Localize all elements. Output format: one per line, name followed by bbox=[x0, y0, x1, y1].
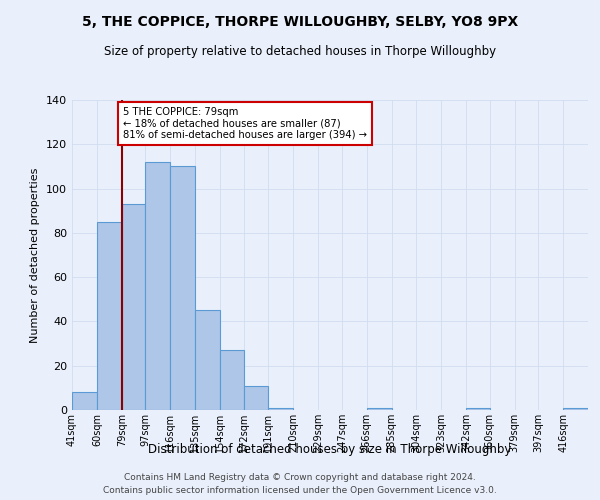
Text: 5 THE COPPICE: 79sqm
← 18% of detached houses are smaller (87)
81% of semi-detac: 5 THE COPPICE: 79sqm ← 18% of detached h… bbox=[123, 106, 367, 140]
Text: Contains HM Land Registry data © Crown copyright and database right 2024.: Contains HM Land Registry data © Crown c… bbox=[124, 472, 476, 482]
Bar bbox=[466, 408, 490, 410]
Bar bbox=[72, 392, 97, 410]
Bar bbox=[97, 222, 122, 410]
Bar bbox=[145, 162, 170, 410]
Bar bbox=[563, 408, 588, 410]
Y-axis label: Number of detached properties: Number of detached properties bbox=[31, 168, 40, 342]
Bar bbox=[244, 386, 268, 410]
Text: Distribution of detached houses by size in Thorpe Willoughby: Distribution of detached houses by size … bbox=[148, 442, 512, 456]
Bar bbox=[367, 408, 392, 410]
Text: Size of property relative to detached houses in Thorpe Willoughby: Size of property relative to detached ho… bbox=[104, 45, 496, 58]
Text: 5, THE COPPICE, THORPE WILLOUGHBY, SELBY, YO8 9PX: 5, THE COPPICE, THORPE WILLOUGHBY, SELBY… bbox=[82, 15, 518, 29]
Bar bbox=[220, 350, 244, 410]
Bar bbox=[170, 166, 195, 410]
Text: Contains public sector information licensed under the Open Government Licence v3: Contains public sector information licen… bbox=[103, 486, 497, 495]
Bar bbox=[122, 204, 145, 410]
Bar bbox=[268, 408, 293, 410]
Bar bbox=[195, 310, 220, 410]
